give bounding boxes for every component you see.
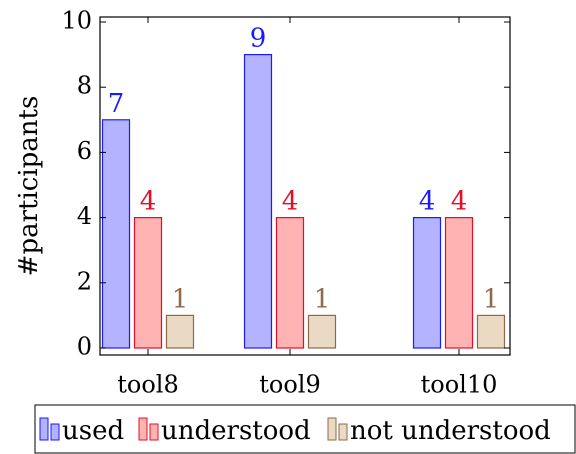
data-label: 4	[140, 187, 157, 217]
y-tick-label: 8	[77, 72, 92, 100]
y-tick-label: 4	[77, 202, 92, 230]
y-axis-label: #participants	[14, 96, 44, 277]
legend-label: not understood	[350, 416, 551, 446]
plot-frame	[99, 16, 511, 356]
bar-used-tool8	[101, 119, 131, 349]
data-label: 1	[314, 284, 331, 314]
bar-not-understood-tool8	[165, 314, 195, 349]
legend-item-used: used	[39, 416, 124, 446]
data-label: 1	[483, 284, 500, 314]
legend-swatch	[327, 417, 337, 441]
bar-understood-tool10	[444, 217, 474, 349]
data-label: 7	[108, 89, 125, 119]
y-tick-label: 0	[77, 333, 92, 361]
legend-box	[34, 404, 576, 454]
legend-swatch	[149, 423, 159, 441]
x-axis: tool8 tool9 tool10	[117, 17, 497, 399]
x-tick-label: tool9	[259, 371, 321, 399]
bar-used-tool10	[412, 217, 442, 349]
data-label: 9	[250, 24, 267, 54]
data-label: 1	[172, 284, 189, 314]
legend-swatch	[39, 417, 49, 441]
legend: used understood not understood	[34, 404, 576, 454]
bar-understood-tool9	[275, 217, 305, 349]
legend-swatch	[50, 423, 60, 441]
y-axis: 0 2 4 6 8 10	[61, 7, 510, 361]
legend-item-not-understood: not understood	[327, 416, 551, 446]
x-tick-label: tool10	[421, 371, 498, 399]
legend-swatch	[138, 417, 148, 441]
data-label: 4	[282, 187, 299, 217]
x-tick-label: tool8	[117, 371, 179, 399]
legend-swatch	[338, 423, 348, 441]
legend-item-understood: understood	[138, 416, 311, 446]
bar-understood-tool8	[133, 217, 163, 349]
y-tick-label: 2	[77, 267, 92, 295]
data-label: 4	[419, 187, 436, 217]
bar-not-understood-tool10	[476, 314, 506, 349]
y-tick-label: 6	[77, 137, 92, 165]
bar-used-tool9	[243, 53, 273, 349]
data-label: 4	[451, 187, 468, 217]
legend-label: understood	[161, 416, 311, 446]
legend-label: used	[62, 416, 124, 446]
y-tick-label: 10	[61, 7, 92, 35]
bar-not-understood-tool9	[307, 314, 337, 349]
